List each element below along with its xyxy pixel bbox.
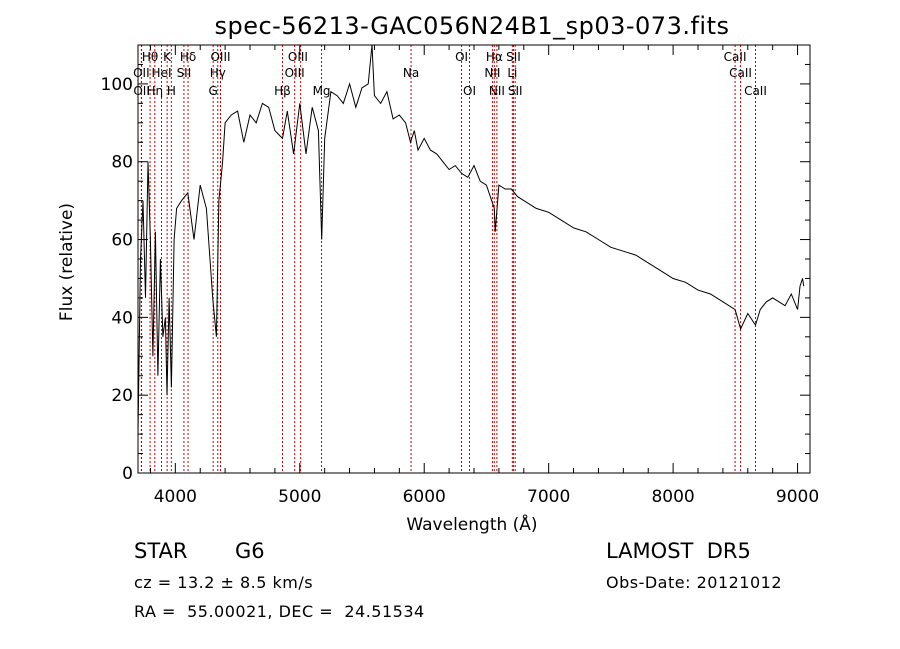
line-label-K: K — [163, 50, 172, 64]
line-label-SII: SII — [177, 66, 192, 80]
x-tick-label: 5000 — [278, 487, 321, 507]
object-class: STAR — [134, 539, 188, 563]
y-axis: 0 20 40 60 80 100 — [101, 63, 810, 484]
line-label-CaII: CaII — [729, 66, 752, 80]
x-tick-label: 8000 — [651, 487, 694, 507]
line-label-Hα: Hα — [486, 50, 503, 64]
line-label-G: G — [209, 84, 218, 98]
y-tick-label: 0 — [122, 464, 133, 484]
line-label-Hθ: Hθ — [142, 50, 158, 64]
line-label-Hγ: Hγ — [210, 66, 226, 80]
y-tick-label: 40 — [111, 308, 133, 328]
line-label-OI: OI — [455, 50, 468, 64]
line-label-OII: OII — [133, 66, 150, 80]
y-tick-label: 80 — [111, 153, 133, 173]
x-tick-label: 7000 — [527, 487, 570, 507]
line-label-HeI: HeI — [152, 66, 172, 80]
line-label-Li: Li — [507, 66, 517, 80]
line-label-SII: SII — [506, 50, 521, 64]
line-label-OIII: OIII — [210, 50, 230, 64]
line-label-NII: NII — [489, 84, 505, 98]
x-tick-label: 9000 — [776, 487, 819, 507]
y-axis-label: Flux (relative) — [57, 203, 77, 321]
line-label-Hδ: Hδ — [180, 50, 196, 64]
redshift-label: cz = 13.2 ± 8.5 km/s — [134, 573, 314, 592]
line-label-Hη: Hη — [146, 84, 163, 98]
line-label-OII: OII — [133, 84, 150, 98]
line-label-Mg: Mg — [313, 84, 331, 98]
line-label-CaII: CaII — [744, 84, 767, 98]
line-label-Hβ: Hβ — [274, 84, 291, 98]
x-tick-label: 6000 — [403, 487, 446, 507]
spectral-line-markers — [140, 45, 756, 473]
spectrum-line — [137, 44, 805, 435]
line-label-SII: SII — [508, 84, 523, 98]
line-label-H: H — [167, 84, 176, 98]
line-label-CaII: CaII — [724, 50, 747, 64]
object-subclass: G6 — [235, 539, 265, 563]
coordinates-label: RA = 55.00021, DEC = 24.51534 — [134, 602, 425, 621]
y-tick-label: 60 — [111, 231, 133, 251]
line-label-OIII: OIII — [285, 66, 305, 80]
x-tick-label: 4000 — [154, 487, 197, 507]
line-label-NII: NII — [484, 66, 500, 80]
y-tick-label: 100 — [101, 75, 133, 95]
y-tick-label: 20 — [111, 386, 133, 406]
plot-frame — [137, 44, 811, 474]
chart-title: spec-56213-GAC056N24B1_sp03-073.fits — [214, 12, 729, 40]
line-label-Na: Na — [403, 66, 419, 80]
obs-date-label: Obs-Date: 20121012 — [606, 573, 783, 592]
survey-name: LAMOST DR5 — [606, 539, 751, 563]
line-label-OIII: OIII — [288, 50, 308, 64]
x-axis: 4000 5000 6000 7000 8000 9000 — [149, 45, 819, 507]
x-axis-label: Wavelength (Å) — [406, 513, 537, 535]
line-label-OI: OI — [463, 84, 476, 98]
